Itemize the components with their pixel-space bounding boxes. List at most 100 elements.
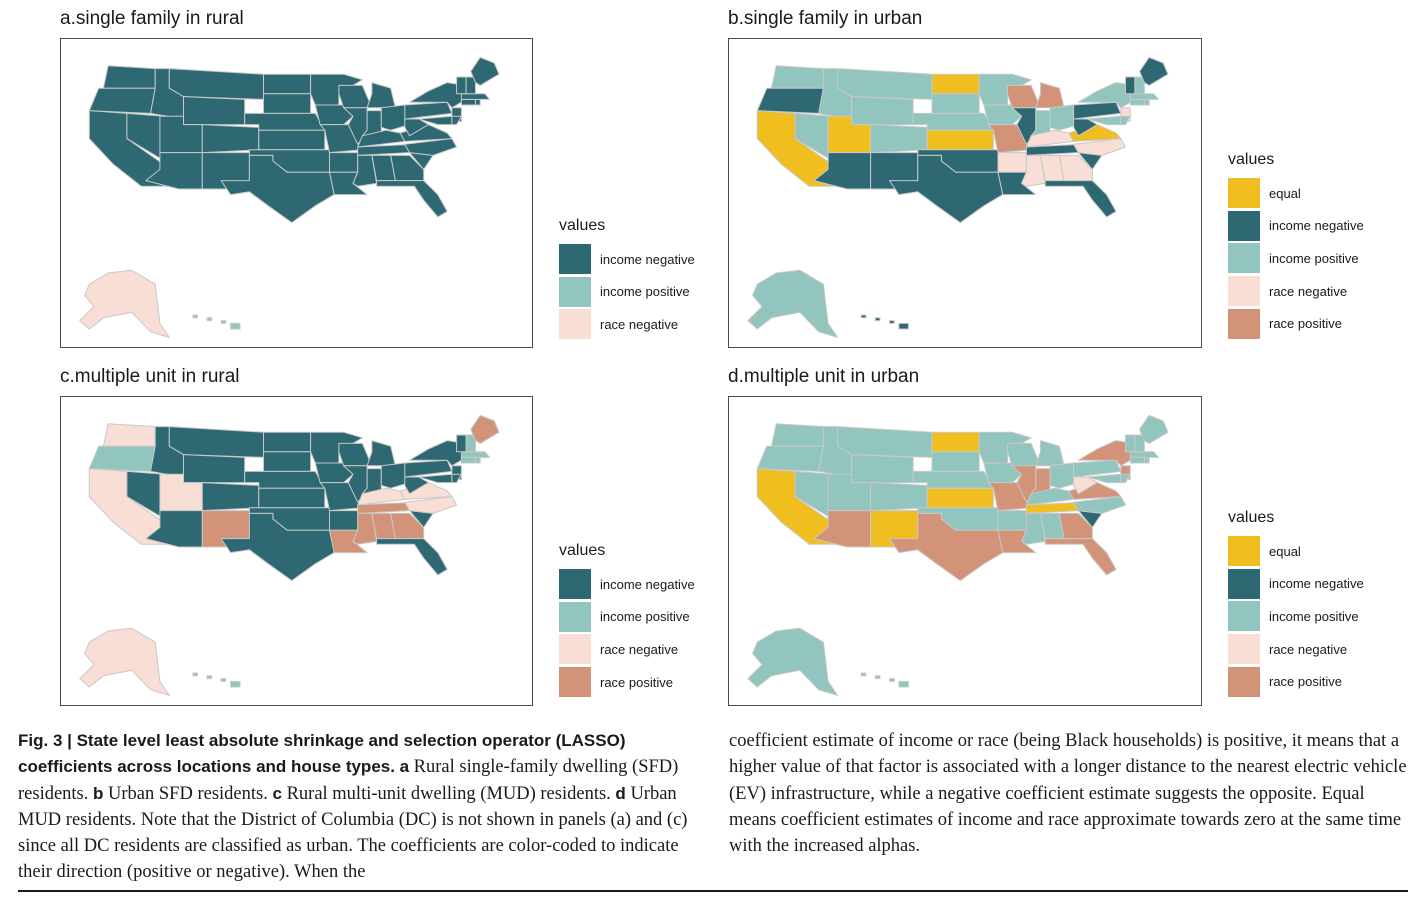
state-nd [931, 431, 980, 453]
state-mt [837, 68, 933, 100]
us-map-a [79, 56, 500, 338]
state-de [451, 115, 462, 126]
state-mn [978, 431, 1032, 464]
caption-panel-d: d [615, 783, 626, 803]
legend-item: income negative [1228, 568, 1364, 601]
state-de [451, 473, 462, 484]
state-me [470, 414, 500, 444]
figure-caption-left: Fig. 3 | State level least absolute shri… [18, 728, 704, 886]
state-co [870, 124, 928, 154]
state-mn [310, 73, 363, 106]
state-me [1139, 414, 1169, 444]
panel-c-legend: values income negative income positive rac… [559, 542, 695, 698]
state-ma [460, 451, 491, 458]
state-ks [258, 129, 326, 151]
state-la [997, 171, 1037, 196]
legend-label: equal [1269, 185, 1301, 201]
legend-item: income negative [1228, 210, 1364, 243]
state-hi-island [860, 314, 867, 319]
us-map-d [747, 414, 1169, 696]
state-fl [376, 180, 448, 218]
legend-swatch [1228, 601, 1260, 632]
legend-label: race negative [1269, 641, 1348, 657]
state-hi-island [889, 320, 895, 324]
state-tx [889, 512, 1004, 582]
state-oh [380, 462, 410, 489]
state-ct [1129, 98, 1145, 106]
state-wv [404, 118, 429, 137]
state-me [470, 56, 500, 86]
state-co [201, 124, 260, 154]
state-or [756, 445, 824, 472]
state-ga [390, 154, 425, 182]
caption-text-a: Rural single-family dwelling (SFD) resid… [18, 757, 679, 804]
state-ar [329, 152, 359, 173]
state-md [418, 115, 453, 126]
legend-item: race positive [1228, 665, 1364, 698]
panel-b-map [728, 38, 1202, 348]
state-hi-island [898, 322, 909, 330]
legend-swatch [559, 309, 591, 340]
state-ak [79, 269, 170, 338]
state-ct [460, 456, 476, 464]
state-wa [102, 423, 156, 447]
state-de [1120, 115, 1131, 126]
state-fl [1044, 180, 1117, 218]
state-ga [1058, 154, 1093, 182]
legend-swatch [559, 276, 591, 307]
legend-item: race positive [559, 666, 695, 699]
legend-swatch [1228, 243, 1260, 274]
panel-b-legend: values equal income negative income positi… [1228, 151, 1364, 340]
caption-panel-c: c [272, 783, 282, 803]
state-hi-island [206, 317, 213, 322]
legend-swatch [1228, 276, 1260, 307]
state-sd [931, 451, 980, 472]
panel-d-legend: values equal income negative income positi… [1228, 509, 1364, 698]
state-ar [329, 510, 359, 531]
legend-item: income positive [559, 601, 695, 634]
state-mn [310, 431, 363, 464]
state-me [1139, 56, 1169, 86]
state-la [329, 171, 368, 196]
state-co [870, 482, 928, 512]
legend-item: race negative [559, 308, 695, 341]
state-ia [314, 104, 354, 126]
state-nd [263, 73, 312, 95]
legend-item: equal [1228, 535, 1364, 568]
state-ks [926, 487, 994, 509]
legend-label: income positive [600, 284, 690, 300]
state-tx [220, 154, 335, 224]
legend-item: race negative [1228, 633, 1364, 666]
state-sd [931, 93, 980, 114]
state-hi-island [220, 320, 227, 324]
state-vt [1125, 434, 1136, 453]
state-wi [338, 442, 373, 467]
state-wy [183, 96, 246, 126]
legend-label: income positive [600, 609, 690, 625]
panel-a-title: a.single family in rural [60, 8, 244, 29]
state-mi [366, 440, 396, 467]
legend-label: race positive [1269, 316, 1342, 332]
legend-label: income positive [1269, 250, 1359, 266]
legend-swatch [559, 569, 591, 600]
state-nd [263, 431, 312, 453]
state-ri [475, 98, 481, 106]
state-sd [263, 451, 312, 472]
state-hi-island [860, 672, 867, 677]
state-hi-island [206, 675, 213, 680]
caption-text-c: Rural multi-unit dwelling (MUD) resident… [281, 783, 616, 804]
state-nd [931, 73, 980, 95]
figure-caption-right: coefficient estimate of income or race (… [729, 731, 1407, 857]
legend-swatch [559, 244, 591, 275]
legend-item: race positive [1228, 307, 1364, 340]
state-ks [258, 487, 326, 509]
us-map-b [747, 56, 1169, 338]
legend-label: equal [1269, 543, 1301, 559]
state-de [1120, 473, 1131, 484]
state-or [88, 445, 156, 472]
state-wa [771, 65, 824, 89]
state-ri [475, 456, 481, 464]
state-hi-island [192, 314, 199, 319]
panel-d-map [728, 396, 1202, 706]
legend-item: race negative [559, 633, 695, 666]
